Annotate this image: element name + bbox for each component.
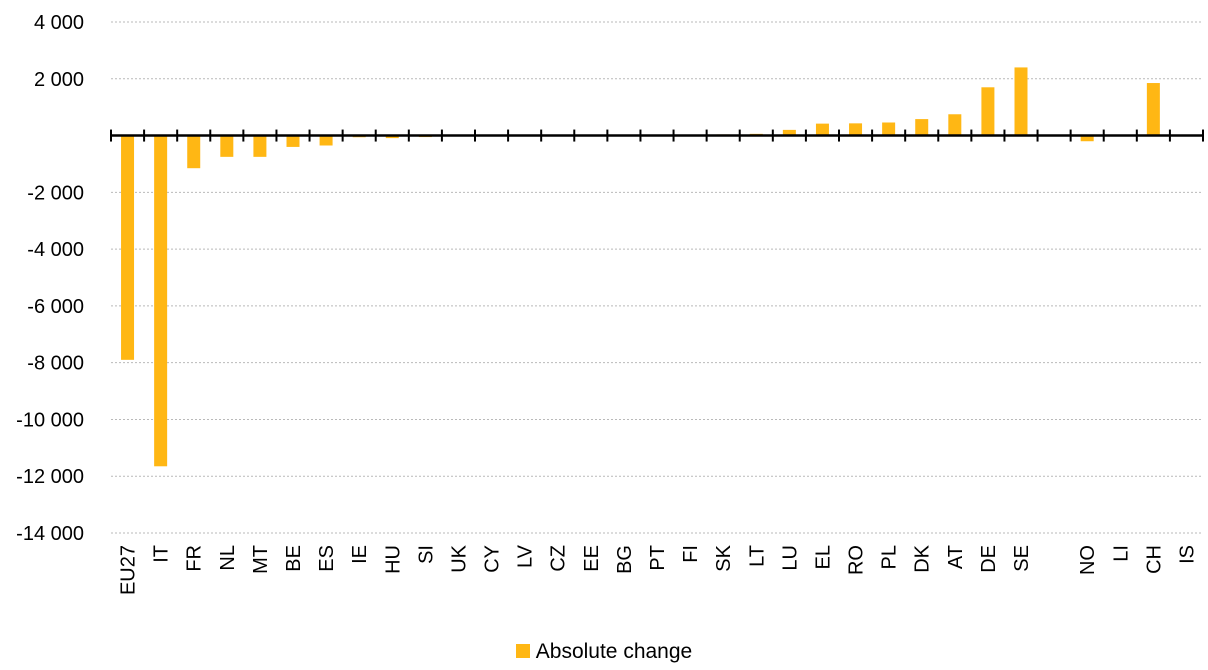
bar [1080, 135, 1094, 142]
legend-swatch [515, 644, 530, 658]
y-tick-label: -4 000 [27, 239, 84, 261]
chart-legend: Absolute change [0, 640, 1208, 664]
y-tick-label: 4 000 [34, 12, 84, 34]
x-tick-label: IS [1176, 545, 1198, 564]
y-tick-label: -6 000 [27, 296, 84, 318]
x-tick-label: EU27 [118, 545, 140, 595]
x-tick-label: LU [779, 545, 801, 571]
bar [1014, 67, 1028, 136]
bar [385, 135, 399, 139]
y-tick-label: -10 000 [16, 409, 84, 431]
bar [981, 87, 995, 136]
x-tick-label: CH [1143, 545, 1165, 574]
x-tick-label: NL [217, 545, 239, 571]
y-tick-label: -8 000 [27, 353, 84, 375]
legend-label: Absolute change [535, 640, 693, 663]
x-tick-label: DK [912, 544, 934, 572]
x-tick-label: HU [382, 545, 404, 574]
bar [154, 135, 168, 467]
x-tick-label: RO [846, 545, 868, 575]
x-tick-label: SK [713, 544, 735, 571]
y-tick-label: -12 000 [16, 466, 84, 488]
y-tick-label: -14 000 [16, 523, 84, 545]
x-tick-label: BE [283, 545, 305, 572]
bar [882, 122, 896, 136]
x-tick-label: PT [647, 545, 669, 571]
bar [915, 119, 929, 136]
x-tick-label: IE [349, 545, 371, 564]
x-tick-label: AT [945, 545, 967, 569]
bar [319, 135, 333, 146]
y-tick-label: -2 000 [27, 182, 84, 204]
bar [849, 123, 863, 136]
x-tick-label: ES [316, 545, 338, 572]
x-tick-label: SE [1011, 545, 1033, 572]
x-tick-label: EL [812, 545, 834, 569]
bar [220, 135, 234, 157]
bar [948, 114, 962, 136]
x-tick-label: FR [184, 545, 206, 572]
x-tick-label: DE [978, 545, 1000, 573]
x-tick-label: UK [448, 544, 470, 572]
x-tick-label: IT [151, 545, 173, 563]
bar [121, 135, 135, 360]
x-tick-label: MT [250, 545, 272, 574]
bar [1146, 83, 1160, 136]
bar [286, 135, 300, 147]
x-tick-label: NO [1077, 545, 1099, 575]
x-tick-label: LI [1110, 545, 1132, 562]
bar [187, 135, 201, 169]
x-tick-label: FI [680, 545, 702, 563]
x-tick-label: CZ [548, 545, 570, 572]
bar [782, 129, 796, 136]
x-tick-label: EE [581, 545, 603, 572]
x-tick-label: PL [879, 545, 901, 569]
x-tick-label: CY [482, 545, 504, 573]
y-tick-label: 2 000 [34, 69, 84, 91]
x-tick-label: LV [515, 544, 537, 568]
x-tick-label: SI [415, 545, 437, 564]
bar [253, 135, 267, 157]
x-tick-label: LT [746, 545, 768, 567]
x-tick-label: BG [614, 545, 636, 574]
bar [815, 123, 829, 136]
